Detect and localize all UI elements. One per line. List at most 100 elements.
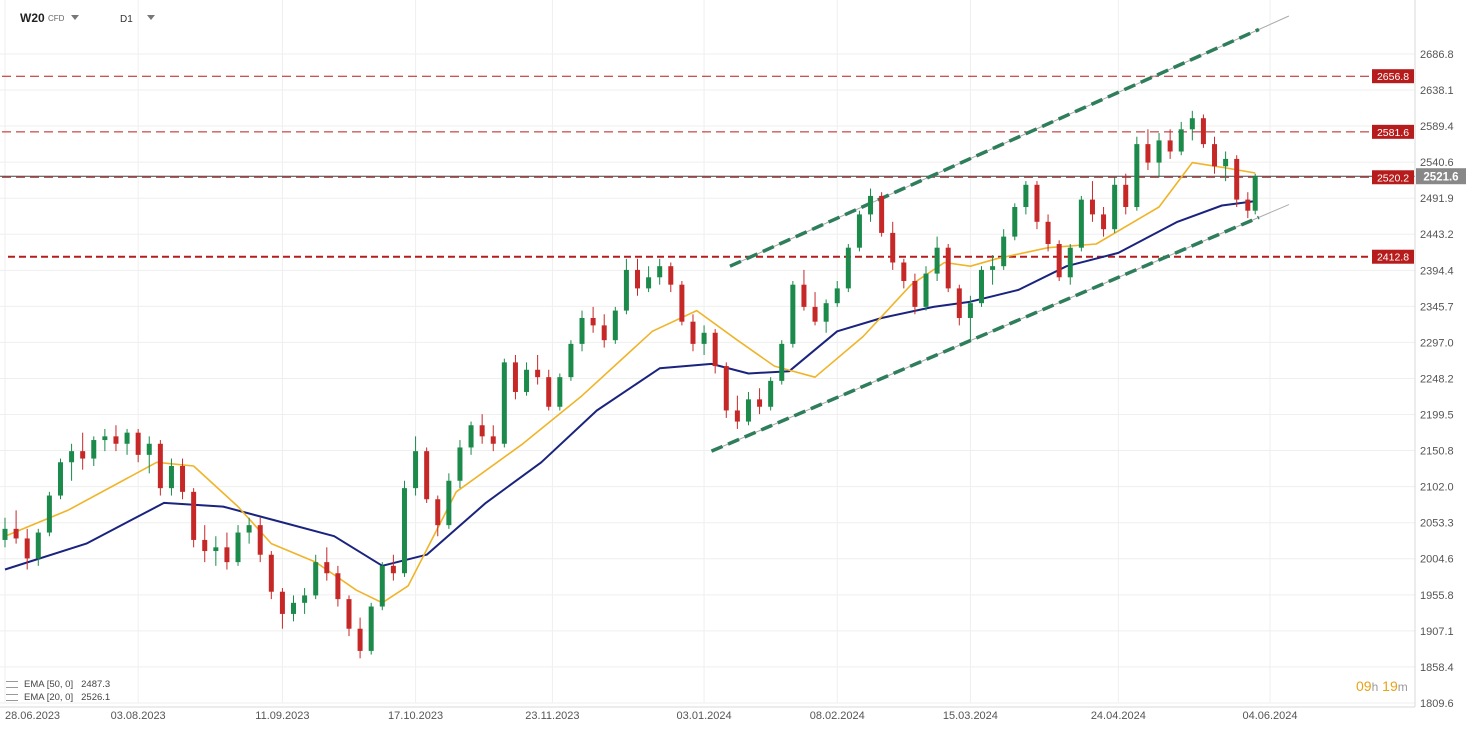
- candle-body: [967, 303, 973, 318]
- candle-body: [1234, 158, 1240, 200]
- candle-body: [490, 436, 496, 444]
- symbol-label[interactable]: W20: [20, 11, 45, 25]
- candle-body: [890, 232, 896, 263]
- candle-body: [102, 436, 108, 441]
- candle-body: [1056, 243, 1062, 278]
- x-tick-label: 03.08.2023: [111, 710, 166, 722]
- candle-body: [1101, 214, 1107, 230]
- candle-body: [24, 538, 30, 559]
- candle-body: [1189, 118, 1195, 130]
- candle-body: [790, 284, 796, 344]
- level-tag: [1372, 249, 1414, 264]
- candle-body: [302, 595, 308, 603]
- legend-ema50[interactable]: EMA [50, 0] 2487.3: [6, 678, 110, 691]
- candle-body: [956, 288, 962, 318]
- candle-body: [990, 266, 996, 270]
- candle-body: [1001, 236, 1007, 267]
- candle-body: [535, 369, 541, 378]
- timeframe-dropdown-icon[interactable]: [147, 15, 155, 20]
- instrument-type-label: CFD: [48, 14, 65, 23]
- symbol-dropdown-icon[interactable]: [71, 15, 79, 20]
- candle-body: [1078, 199, 1084, 248]
- level-tag: [1372, 170, 1414, 185]
- candle-body: [191, 491, 197, 540]
- candle-body: [501, 362, 507, 444]
- y-tick-label: 1809.6: [1420, 698, 1454, 710]
- x-tick-label: 11.09.2023: [255, 710, 309, 722]
- candle-body: [1034, 184, 1040, 222]
- y-tick-label: 1955.8: [1420, 590, 1454, 602]
- candle-body: [978, 269, 984, 304]
- candle-body: [757, 399, 763, 407]
- candle-body: [202, 539, 208, 552]
- candle-body: [413, 451, 419, 489]
- y-tick-label: 2004.6: [1420, 554, 1454, 566]
- candle-body: [1145, 144, 1151, 163]
- candle-body: [923, 273, 929, 307]
- candle-body: [568, 343, 574, 378]
- candle-body: [80, 451, 86, 459]
- legend-ema50-label: EMA [50, 0]: [24, 679, 74, 690]
- trend-channel: [710, 15, 1290, 453]
- candle-body: [679, 284, 685, 322]
- candle-body: [13, 528, 19, 539]
- y-tick-label: 2491.9: [1420, 193, 1454, 205]
- candle-body: [135, 432, 141, 455]
- y-tick-label: 2053.3: [1420, 518, 1454, 530]
- candle-body: [346, 599, 352, 629]
- candle-body: [734, 410, 740, 422]
- candle-body: [879, 195, 885, 233]
- candle-body: [768, 380, 774, 407]
- price-tags: 2656.8 2581.6 2520.2 2412.8 2521.6: [1372, 69, 1466, 264]
- candles: [2, 110, 1258, 659]
- candle-body: [546, 377, 552, 407]
- candle-body: [468, 425, 474, 448]
- x-tick-label: 03.01.2024: [677, 710, 732, 722]
- candle-body: [46, 495, 52, 533]
- candle-countdown: 09h 19m: [1356, 678, 1408, 694]
- countdown-minutes: 19: [1382, 678, 1398, 694]
- candle-body: [856, 214, 862, 248]
- candle-body: [57, 462, 63, 496]
- channel-lower: [710, 215, 1260, 453]
- candle-body: [801, 284, 807, 307]
- y-tick-label: 2638.1: [1420, 85, 1454, 97]
- candle-body: [579, 317, 585, 344]
- candle-body: [701, 332, 707, 344]
- x-tick-label: 17.10.2023: [388, 710, 443, 722]
- channel-upper: [729, 27, 1260, 268]
- y-tick-label: 2199.5: [1420, 410, 1454, 422]
- candle-body: [945, 247, 951, 289]
- candle-body: [646, 277, 652, 289]
- indicator-icon: [6, 681, 18, 688]
- candle-body: [1178, 129, 1184, 152]
- candle-body: [779, 343, 785, 381]
- x-tick-label: 24.04.2024: [1091, 710, 1146, 722]
- candle-body: [324, 562, 330, 574]
- legend-ema20[interactable]: EMA [20, 0] 2526.1: [6, 691, 110, 704]
- candle-body: [635, 269, 640, 289]
- current-price-tag: [1416, 168, 1466, 185]
- candle-body: [479, 425, 485, 437]
- level-tag: [1372, 124, 1414, 139]
- candle-body: [390, 565, 396, 574]
- candle-body: [1223, 158, 1229, 167]
- countdown-minutes-unit: m: [1397, 680, 1408, 694]
- candle-body: [435, 499, 441, 526]
- indicator-icon: [6, 694, 18, 701]
- candle-body: [1123, 184, 1129, 208]
- timeframe-label[interactable]: D1: [120, 14, 133, 25]
- candle-body: [1112, 184, 1118, 230]
- candle-body: [379, 565, 385, 607]
- candle-body: [745, 399, 751, 422]
- candle-body: [113, 436, 119, 444]
- axes: 2686.8 2638.1 2589.4 2540.6 2491.9 2443.2 2394…: [0, 0, 1454, 722]
- candle-body: [1089, 199, 1095, 215]
- candle-body: [335, 573, 341, 600]
- candle-body: [668, 266, 674, 285]
- level-tag-label: 2656.8: [1377, 71, 1409, 83]
- candle-body: [35, 532, 41, 559]
- candle-body: [623, 269, 629, 311]
- candle-body: [524, 369, 530, 392]
